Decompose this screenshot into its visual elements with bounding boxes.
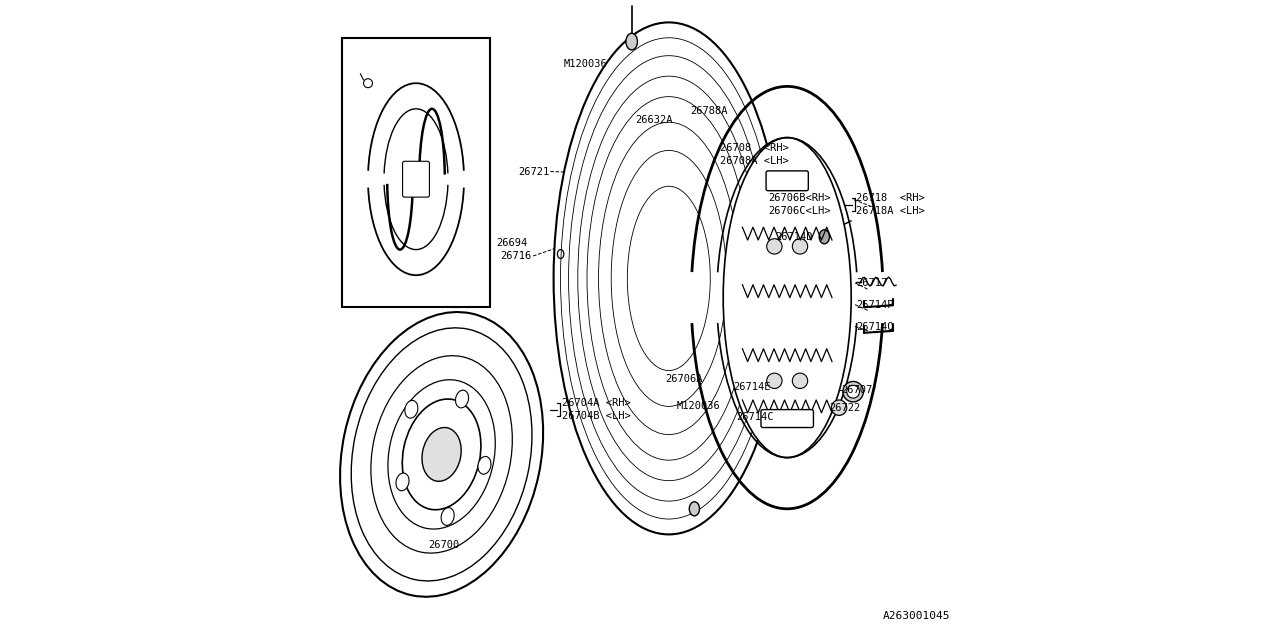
Text: M120036: M120036 <box>677 401 721 411</box>
Text: 26718  <RH>: 26718 <RH> <box>856 193 925 204</box>
Ellipse shape <box>442 508 454 525</box>
Text: 26707: 26707 <box>842 385 873 396</box>
Text: 26706A: 26706A <box>666 374 703 384</box>
Text: 26718A <LH>: 26718A <LH> <box>856 206 925 216</box>
Text: 26717: 26717 <box>856 278 887 288</box>
Text: 26716: 26716 <box>500 251 531 261</box>
Text: 26694: 26694 <box>497 238 527 248</box>
Text: M120036: M120036 <box>563 59 608 69</box>
Text: 26714E: 26714E <box>732 382 771 392</box>
Ellipse shape <box>723 138 851 458</box>
Text: 26704A <RH>: 26704A <RH> <box>562 398 631 408</box>
Circle shape <box>792 239 808 254</box>
Ellipse shape <box>690 502 700 516</box>
Bar <box>343 38 490 307</box>
Text: 26714Q: 26714Q <box>856 321 893 332</box>
Circle shape <box>792 373 808 388</box>
Ellipse shape <box>553 22 783 534</box>
Text: 26721: 26721 <box>518 166 549 177</box>
Text: A263001045: A263001045 <box>883 611 950 621</box>
Ellipse shape <box>404 401 417 418</box>
Text: 26706B<RH>: 26706B<RH> <box>768 193 831 204</box>
Ellipse shape <box>340 312 543 596</box>
FancyBboxPatch shape <box>760 410 814 428</box>
Text: 26700: 26700 <box>428 540 460 550</box>
Ellipse shape <box>626 33 637 50</box>
Ellipse shape <box>396 473 410 491</box>
Circle shape <box>847 385 860 398</box>
Text: 26706C<LH>: 26706C<LH> <box>768 206 831 216</box>
Text: 26788A: 26788A <box>690 106 727 116</box>
Circle shape <box>767 373 782 388</box>
Text: 26708A <LH>: 26708A <LH> <box>719 156 788 166</box>
Ellipse shape <box>477 456 492 474</box>
Text: 26714P: 26714P <box>856 300 893 310</box>
FancyBboxPatch shape <box>765 171 809 191</box>
Circle shape <box>767 239 782 254</box>
Text: 26632A: 26632A <box>635 115 673 125</box>
FancyBboxPatch shape <box>402 161 430 197</box>
Text: 26722: 26722 <box>829 403 860 413</box>
Ellipse shape <box>456 390 468 408</box>
Text: 26704B <LH>: 26704B <LH> <box>562 411 631 421</box>
Ellipse shape <box>422 428 461 481</box>
Text: 26714D: 26714D <box>776 232 813 242</box>
Text: 26708  <RH>: 26708 <RH> <box>719 143 788 154</box>
Text: 26714C: 26714C <box>736 412 773 422</box>
Circle shape <box>844 381 864 402</box>
Ellipse shape <box>819 230 829 244</box>
Circle shape <box>832 400 847 415</box>
Ellipse shape <box>402 399 481 509</box>
